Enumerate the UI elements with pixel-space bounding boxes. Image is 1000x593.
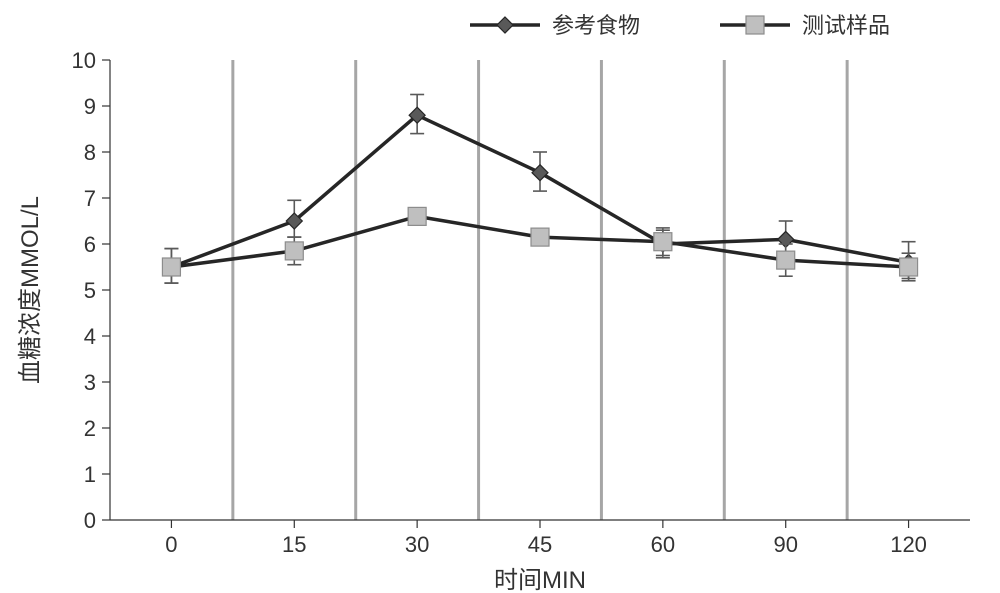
x-tick-label: 0 — [165, 532, 177, 557]
y-tick-label: 4 — [84, 324, 96, 349]
chart-svg: 01234567891001530456090120时间MIN血糖浓度MMOL/… — [0, 0, 1000, 593]
y-tick-label: 0 — [84, 508, 96, 533]
legend-marker — [746, 16, 764, 34]
marker-test — [900, 258, 918, 276]
y-tick-label: 7 — [84, 186, 96, 211]
marker-test — [162, 258, 180, 276]
legend-label: 测试样品 — [802, 13, 890, 38]
chart-container: 01234567891001530456090120时间MIN血糖浓度MMOL/… — [0, 0, 1000, 593]
y-tick-label: 2 — [84, 416, 96, 441]
y-tick-label: 5 — [84, 278, 96, 303]
legend-label: 参考食物 — [552, 13, 640, 38]
legend-marker — [497, 17, 513, 33]
marker-test — [777, 251, 795, 269]
marker-test — [285, 242, 303, 260]
y-tick-label: 9 — [84, 94, 96, 119]
x-tick-label: 60 — [651, 532, 675, 557]
y-axis-label: 血糖浓度MMOL/L — [17, 196, 44, 384]
y-tick-label: 8 — [84, 140, 96, 165]
y-tick-label: 6 — [84, 232, 96, 257]
x-tick-label: 30 — [405, 532, 429, 557]
marker-test — [654, 233, 672, 251]
x-tick-label: 120 — [890, 532, 927, 557]
x-tick-label: 45 — [528, 532, 552, 557]
marker-test — [408, 207, 426, 225]
x-tick-label: 15 — [282, 532, 306, 557]
x-axis-label: 时间MIN — [494, 567, 586, 593]
plot-area — [110, 60, 970, 520]
x-tick-label: 90 — [773, 532, 797, 557]
y-tick-label: 3 — [84, 370, 96, 395]
y-tick-label: 10 — [72, 48, 96, 73]
y-tick-label: 1 — [84, 462, 96, 487]
marker-test — [531, 228, 549, 246]
